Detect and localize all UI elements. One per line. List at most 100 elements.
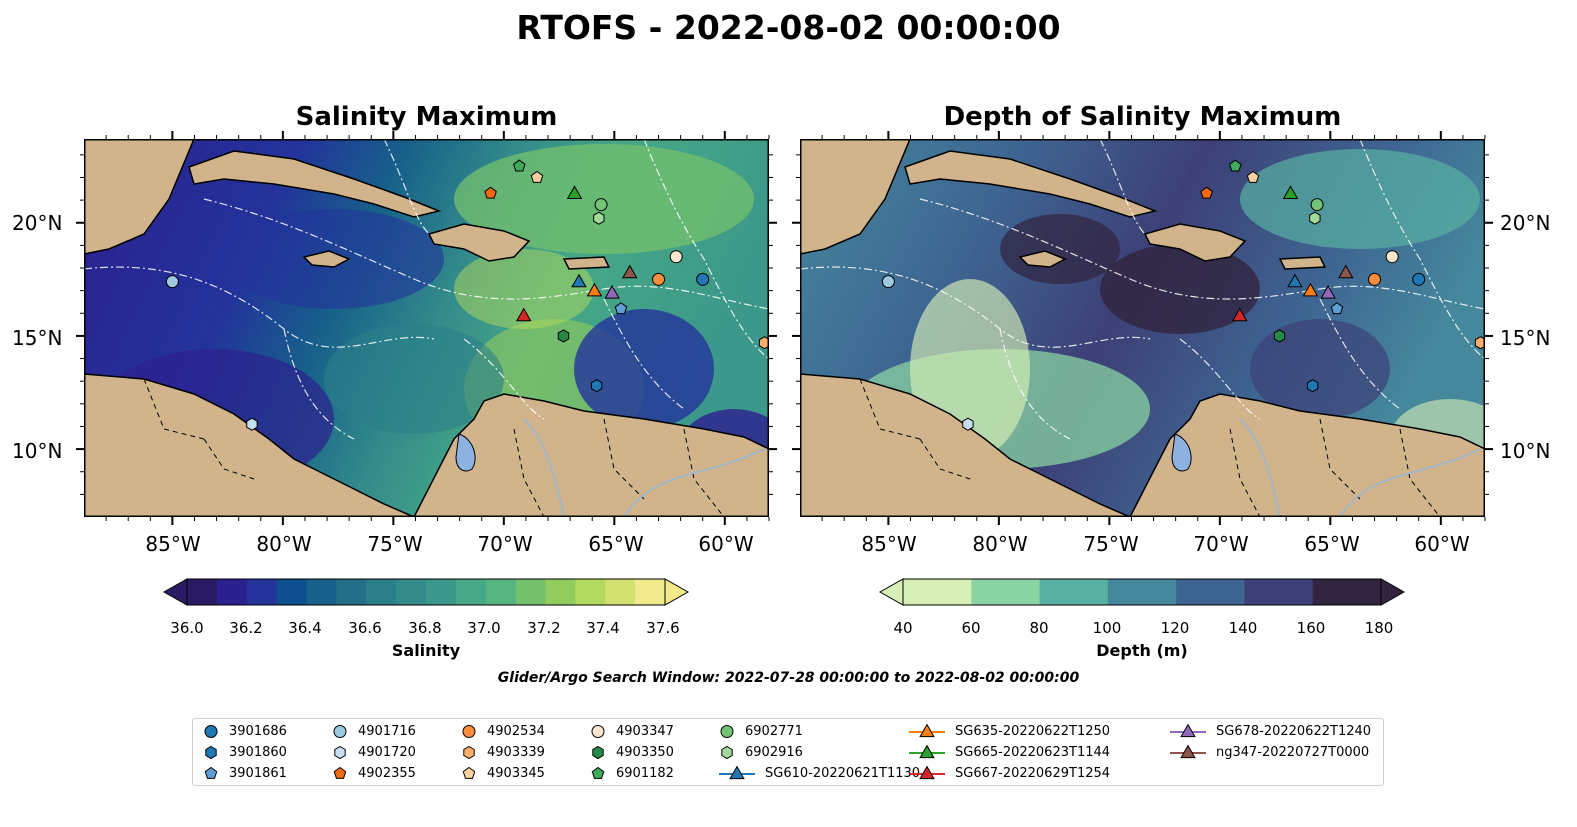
legend-label: 3901686 xyxy=(229,723,287,739)
legend-label: 4903345 xyxy=(487,765,545,781)
lon-label: 85°W xyxy=(145,532,201,556)
obs-marker-4903350 xyxy=(557,329,570,343)
panel-title-salinity: Salinity Maximum xyxy=(295,102,558,132)
circle-marker-icon xyxy=(333,725,347,738)
obs-marker-SG667-20220629T1254 xyxy=(1231,307,1248,322)
rivers xyxy=(1239,418,1481,517)
legend-label: 6902916 xyxy=(745,744,803,760)
lon-label: 80°W xyxy=(972,532,1028,556)
legend-label: 4903350 xyxy=(616,744,674,760)
legend-item: 4903350 xyxy=(588,743,674,761)
pentagon-marker-icon xyxy=(204,766,218,779)
legend-label: 4901716 xyxy=(358,723,416,739)
obs-marker-3901686 xyxy=(1412,272,1426,286)
hexagon-marker-icon xyxy=(463,745,475,760)
triangle-marker-icon xyxy=(909,744,945,759)
obs-marker-SG610-20220621T1130 xyxy=(571,273,587,288)
obs-marker-4903347 xyxy=(1385,250,1399,264)
circle-marker-icon xyxy=(462,725,476,738)
lat-label: 10°N xyxy=(1500,439,1551,463)
circle-marker-icon xyxy=(720,725,734,738)
legend-item: 4903339 xyxy=(459,743,545,761)
obs-marker-6902916 xyxy=(1309,211,1321,225)
obs-marker-3901861 xyxy=(1330,302,1344,315)
obs-marker-SG635-20220622T1250 xyxy=(1302,282,1319,297)
cbar-tick: 36.8 xyxy=(408,619,442,637)
legend-label: SG665-20220623T1144 xyxy=(955,744,1111,760)
lon-label: 65°W xyxy=(1304,532,1360,556)
legend-label: 6902771 xyxy=(745,723,803,739)
legend-item: 4901716 xyxy=(330,722,416,740)
observation-markers xyxy=(881,159,1485,431)
lon-label: 75°W xyxy=(1083,532,1139,556)
obs-marker-SG635-20220622T1250 xyxy=(586,282,603,297)
lon-label: 75°W xyxy=(367,532,423,556)
legend-item: 3901861 xyxy=(201,764,287,782)
legend-item: SG635-20220622T1250 xyxy=(907,722,1110,740)
obs-marker-SG678-20220622T1240 xyxy=(1320,285,1336,299)
salinity-map xyxy=(84,139,769,517)
cbar-tick: 100 xyxy=(1092,619,1122,637)
legend-item: 4903345 xyxy=(459,764,545,782)
cbar-tick: 37.2 xyxy=(527,619,561,637)
land xyxy=(800,139,1485,517)
obs-marker-6901182 xyxy=(1229,159,1242,172)
obs-marker-6902771 xyxy=(594,198,608,212)
legend-item: SG667-20220629T1254 xyxy=(907,764,1110,782)
salinity-colorbar-label: Salinity xyxy=(391,641,461,660)
cbar-tick: 37.0 xyxy=(467,619,501,637)
observation-markers xyxy=(165,159,769,431)
legend-label: 6901182 xyxy=(616,765,674,781)
eez-lines xyxy=(84,139,769,440)
legend-label: SG610-20220621T1130 xyxy=(765,765,921,781)
figure-title: RTOFS - 2022-08-02 00:00:00 xyxy=(516,8,1061,47)
obs-marker-3901861 xyxy=(614,302,628,315)
circle-marker-icon xyxy=(204,725,218,738)
obs-marker-3901860 xyxy=(1306,379,1319,393)
obs-marker-4901716 xyxy=(881,275,895,289)
obs-marker-4903339 xyxy=(1474,336,1485,350)
borders xyxy=(859,378,1441,517)
legend-label: 4903339 xyxy=(487,744,545,760)
legend-item: 4901720 xyxy=(330,743,416,761)
legend-item: 6902771 xyxy=(717,722,803,740)
obs-marker-3901686 xyxy=(696,272,710,286)
maracaibo-lake xyxy=(455,433,476,472)
lon-label: 65°W xyxy=(588,532,644,556)
cbar-tick: 36.4 xyxy=(288,619,322,637)
legend-item: 4903347 xyxy=(588,722,674,740)
obs-marker-4901720 xyxy=(962,417,974,431)
obs-marker-SG665-20220623T1144 xyxy=(1282,185,1299,199)
cbar-tick: 40 xyxy=(893,619,913,637)
pentagon-marker-icon xyxy=(462,766,476,779)
cbar-tick: 80 xyxy=(1029,619,1049,637)
legend-label: SG678-20220622T1240 xyxy=(1216,723,1372,739)
salinity-colorbar xyxy=(162,578,690,606)
legend-item: 6901182 xyxy=(588,764,674,782)
obs-marker-4901716 xyxy=(165,275,179,289)
borders xyxy=(143,378,725,517)
obs-marker-4903350 xyxy=(1273,329,1286,343)
lat-label: 10°N xyxy=(12,439,63,463)
legend: 3901686 3901860 3901861 4901716 4901720 49023… xyxy=(192,718,1384,786)
cbar-tick: 37.6 xyxy=(646,619,680,637)
obs-marker-ng347-20220727T0000 xyxy=(622,264,638,279)
obs-marker-4903345 xyxy=(530,170,544,183)
lat-label: 20°N xyxy=(12,211,63,235)
legend-label: SG635-20220622T1250 xyxy=(955,723,1111,739)
obs-marker-SG610-20220621T1130 xyxy=(1287,273,1303,288)
cbar-tick: 160 xyxy=(1296,619,1326,637)
cbar-tick: 36.6 xyxy=(348,619,382,637)
lat-label: 20°N xyxy=(1500,211,1551,235)
legend-label: ng347-20220727T0000 xyxy=(1216,744,1370,760)
lon-label: 60°W xyxy=(698,532,754,556)
legend-item: 6902916 xyxy=(717,743,803,761)
pentagon-marker-icon xyxy=(591,766,605,779)
depth-colorbar-label: Depth (m) xyxy=(1096,641,1188,660)
search-window-text: Glider/Argo Search Window: 2022-07-28 00… xyxy=(497,670,1080,686)
rivers xyxy=(523,418,765,517)
pentagon-marker-icon xyxy=(333,766,347,779)
triangle-marker-icon xyxy=(909,765,945,780)
lon-label: 80°W xyxy=(256,532,312,556)
land xyxy=(84,139,769,517)
